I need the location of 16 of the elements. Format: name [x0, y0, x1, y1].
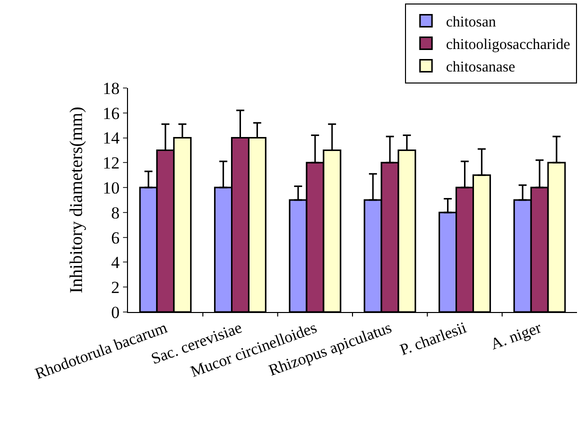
- y-tick-label: 16: [102, 104, 120, 123]
- y-tick-label: 0: [111, 302, 120, 322]
- y-tick-label: 10: [102, 178, 120, 198]
- x-tick-label: P. charlesii: [398, 319, 470, 360]
- y-axis-title: Inhibitory diameters(mm): [66, 106, 86, 294]
- legend-label: chitosanase: [446, 60, 516, 76]
- y-tick-label: 6: [111, 228, 120, 248]
- y-tick-label: 18: [102, 78, 120, 98]
- legend-label: chitooligosaccharide: [446, 37, 570, 54]
- y-tick-label: 2: [111, 278, 120, 298]
- x-tick-label: A. niger: [488, 319, 544, 354]
- legend-label: chitosan: [446, 14, 496, 31]
- y-tick-label: 4: [111, 253, 120, 272]
- y-tick-label: 12: [102, 154, 120, 173]
- y-tick-label: 14: [102, 128, 120, 148]
- y-tick-label: 8: [111, 203, 120, 222]
